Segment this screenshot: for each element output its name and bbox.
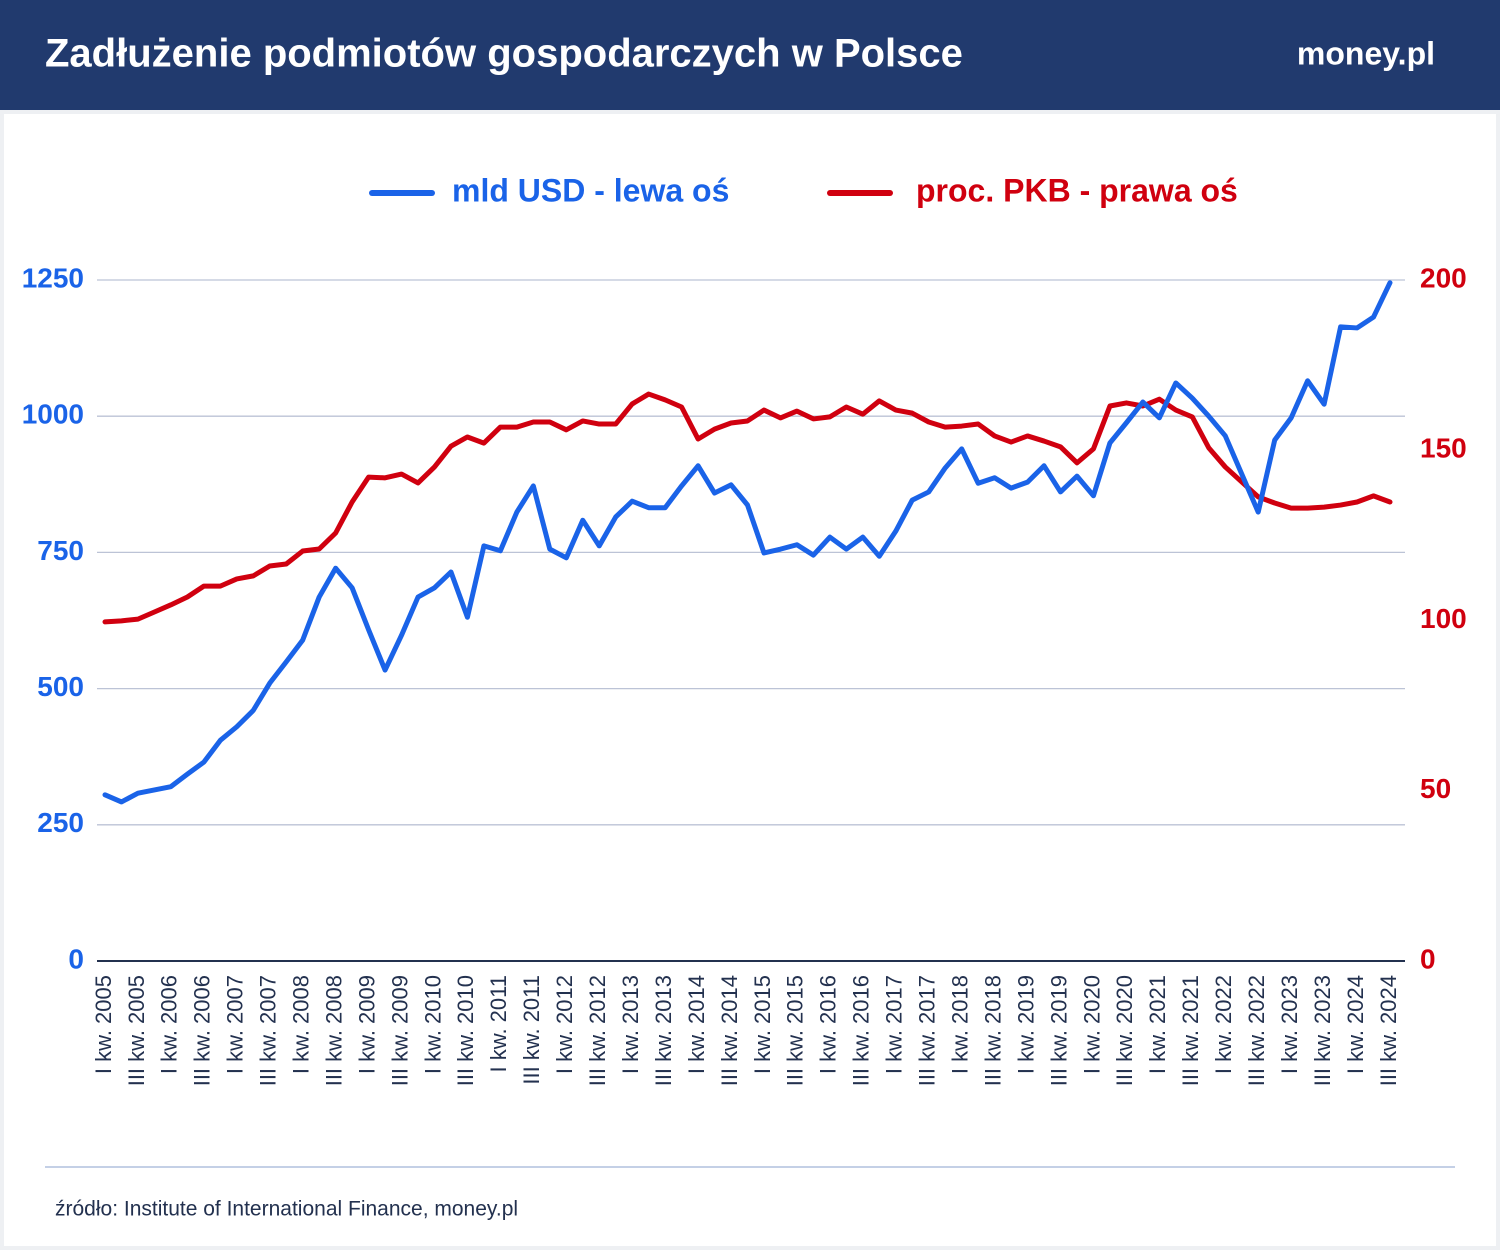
x-tick-label: I kw. 2005 <box>91 975 116 1074</box>
y-tick-label: 750 <box>37 535 84 566</box>
y-tick-label: 500 <box>37 671 84 702</box>
x-tick-label: I kw. 2009 <box>354 975 379 1074</box>
x-tick-label: I kw. 2010 <box>420 975 445 1074</box>
x-tick-label: I kw. 2021 <box>1145 975 1170 1074</box>
x-tick-label: I kw. 2018 <box>947 975 972 1074</box>
x-tick-label: III kw. 2017 <box>915 975 940 1086</box>
x-tick-label: I kw. 2017 <box>882 975 907 1074</box>
header-bar <box>0 0 1500 110</box>
y2-tick-label: 0 <box>1420 943 1436 974</box>
x-tick-label: I kw. 2008 <box>289 975 314 1074</box>
x-tick-label: I kw. 2011 <box>486 975 511 1072</box>
x-tick-label: I kw. 2019 <box>1013 975 1038 1074</box>
x-tick-label: III kw. 2022 <box>1244 975 1269 1086</box>
x-tick-label: III kw. 2008 <box>321 975 346 1086</box>
x-tick-label: III kw. 2012 <box>585 975 610 1086</box>
logo: money.pl <box>1297 35 1435 71</box>
x-tick-label: III kw. 2019 <box>1046 975 1071 1086</box>
y2-tick-label: 200 <box>1420 262 1467 293</box>
y2-tick-label: 100 <box>1420 603 1467 634</box>
x-tick-label: I kw. 2022 <box>1211 975 1236 1074</box>
chart-title: Zadłużenie podmiotów gospodarczych w Pol… <box>45 32 963 76</box>
y-tick-label: 250 <box>37 807 84 838</box>
x-tick-label: III kw. 2009 <box>387 975 412 1086</box>
x-tick-label: III kw. 2011 <box>519 975 544 1085</box>
y-tick-label: 1000 <box>22 399 84 430</box>
x-tick-label: I kw. 2016 <box>816 975 841 1074</box>
x-tick-label: I kw. 2020 <box>1079 975 1104 1074</box>
y2-tick-label: 150 <box>1420 433 1467 464</box>
series-line <box>102 280 1393 805</box>
legend-label: proc. PKB - prawa oś <box>916 172 1238 208</box>
x-tick-label: III kw. 2020 <box>1112 975 1137 1086</box>
x-tick-label: III kw. 2024 <box>1376 975 1401 1086</box>
x-tick-label: III kw. 2007 <box>256 975 281 1086</box>
x-tick-label: III kw. 2015 <box>783 975 808 1086</box>
x-tick-label: III kw. 2023 <box>1310 975 1335 1086</box>
x-tick-label: I kw. 2013 <box>618 975 643 1074</box>
y-tick-label: 0 <box>68 943 84 974</box>
series-line <box>102 391 1393 625</box>
x-tick-label: III kw. 2014 <box>717 975 742 1086</box>
x-tick-label: III kw. 2005 <box>124 975 149 1086</box>
y-tick-label: 1250 <box>22 262 84 293</box>
y2-tick-label: 50 <box>1420 773 1451 804</box>
x-tick-label: III kw. 2010 <box>453 975 478 1086</box>
x-tick-label: I kw. 2024 <box>1343 975 1368 1074</box>
x-tick-label: I kw. 2006 <box>157 975 182 1074</box>
x-tick-label: III kw. 2006 <box>190 975 215 1086</box>
x-tick-label: I kw. 2012 <box>552 975 577 1074</box>
x-tick-label: I kw. 2007 <box>223 975 248 1074</box>
x-tick-label: III kw. 2013 <box>651 975 676 1086</box>
x-tick-label: III kw. 2021 <box>1178 975 1203 1086</box>
legend-label: mld USD - lewa oś <box>452 172 729 208</box>
x-tick-label: I kw. 2023 <box>1277 975 1302 1074</box>
x-tick-label: I kw. 2014 <box>684 975 709 1074</box>
source: źródło: Institute of International Finan… <box>55 1198 518 1221</box>
x-tick-label: I kw. 2015 <box>750 975 775 1074</box>
x-tick-label: III kw. 2016 <box>849 975 874 1086</box>
panel <box>4 114 1496 1246</box>
x-tick-label: III kw. 2018 <box>980 975 1005 1086</box>
